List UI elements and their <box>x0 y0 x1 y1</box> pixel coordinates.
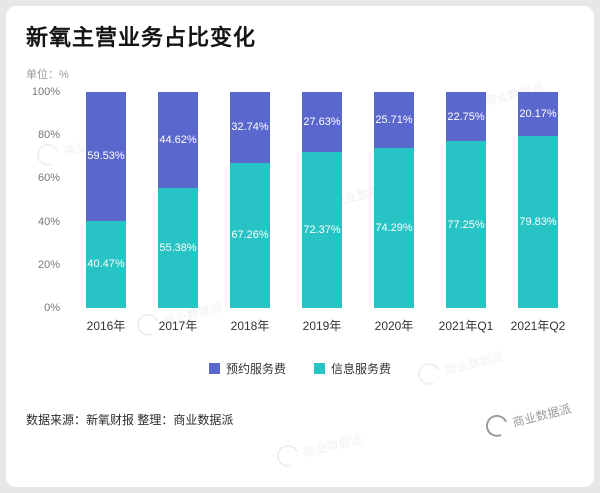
bar-segment: 59.53% <box>86 92 126 221</box>
legend-label: 预约服务费 <box>225 362 286 376</box>
legend-swatch <box>314 363 325 374</box>
bar-slot: 22.75% 77.25% <box>430 92 502 308</box>
y-axis-label: 20% <box>37 258 60 271</box>
watermark-text: 商业数据派 <box>301 431 364 460</box>
bar-slot: 44.62% 55.38% <box>142 92 214 308</box>
y-axis: 100% 80% 60% 40% 20% 0% <box>26 86 70 314</box>
chart-card: 新氧主营业务占比变化 单位：% 100% 80% 60% 40% 20% 0% 59.53… <box>6 6 594 487</box>
data-label: 40.47% <box>87 258 125 271</box>
y-axis-label: 60% <box>37 172 60 185</box>
bar-segment: 22.75% <box>446 92 486 142</box>
legend-item: 预约服务费 <box>208 360 286 377</box>
stacked-bar-chart: 100% 80% 60% 40% 20% 0% 59.53% 40.47% 44.62% 55.… <box>26 86 574 314</box>
x-axis-label: 2016年 <box>86 319 126 333</box>
data-label: 59.53% <box>87 150 125 163</box>
x-axis-label: 2017年 <box>158 319 198 333</box>
data-label: 27.63% <box>303 115 341 128</box>
data-label: 44.62% <box>159 134 197 147</box>
bar-segment: 77.25% <box>446 141 486 308</box>
y-axis-label: 80% <box>37 129 60 142</box>
stacked-bar: 59.53% 40.47% <box>86 92 126 308</box>
data-label: 74.29% <box>375 221 413 234</box>
bar-slot: 59.53% 40.47% <box>70 92 142 308</box>
bar-segment: 32.74% <box>230 92 270 163</box>
bar-segment: 27.63% <box>302 92 342 152</box>
stacked-bar: 22.75% 77.25% <box>446 92 486 308</box>
legend-swatch <box>208 363 220 374</box>
legend-label: 信息服务费 <box>331 362 392 376</box>
bar-segment: 25.71% <box>374 92 414 148</box>
stacked-bar: 25.71% 74.29% <box>374 92 414 308</box>
plot-area: 59.53% 40.47% 44.62% 55.38% 32.74% 67.26% 27.6… <box>70 92 574 308</box>
bar-slot: 25.71% 74.29% <box>358 92 430 308</box>
legend: 预约服务费 信息服务费 <box>26 360 574 377</box>
bar-segment: 74.29% <box>374 147 414 308</box>
data-label: 20.17% <box>519 107 557 120</box>
y-axis-label: 0% <box>44 302 60 314</box>
data-label: 55.38% <box>159 242 197 255</box>
bar-slot: 20.17% 79.83% <box>502 92 574 308</box>
stacked-bar: 32.74% 67.26% <box>230 92 270 308</box>
chart-title: 新氧主营业务占比变化 <box>26 25 257 50</box>
stacked-bar: 27.63% 72.37% <box>302 92 342 308</box>
bar-segment: 44.62% <box>158 92 198 189</box>
y-axis-label: 40% <box>37 215 60 228</box>
bar-slot: 27.63% 72.37% <box>286 92 358 308</box>
stacked-bar: 44.62% 55.38% <box>158 92 198 308</box>
x-axis-label: 2020年 <box>374 319 414 333</box>
x-axis-label: 2021年Q1 <box>438 319 494 333</box>
bar-segment: 72.37% <box>302 151 342 308</box>
bar-segment: 20.17% <box>518 92 558 136</box>
x-axis-label: 2019年 <box>302 319 342 333</box>
source-note: 数据来源：新氧财报 整理：商业数据派 <box>26 413 234 427</box>
x-axis-label: 2021年Q2 <box>510 319 566 333</box>
watermark-logo-icon <box>273 441 303 471</box>
data-label: 79.83% <box>519 215 557 228</box>
data-label: 25.71% <box>375 113 413 126</box>
data-label: 72.37% <box>303 223 341 236</box>
data-label: 77.25% <box>447 218 485 231</box>
x-axis: 2016年 2017年 2018年 2019年 2020年 2021年Q1 2021年Q2 <box>70 317 574 334</box>
data-label: 22.75% <box>447 110 485 123</box>
watermark: 商业数据派 <box>273 427 365 471</box>
legend-item: 信息服务费 <box>314 360 391 377</box>
bar-segment: 55.38% <box>158 188 198 308</box>
bar-segment: 79.83% <box>518 135 558 308</box>
bar-segment: 67.26% <box>230 162 270 308</box>
data-label: 67.26% <box>231 229 269 242</box>
x-axis-label: 2018年 <box>230 319 270 333</box>
y-axis-label: 100% <box>31 86 60 98</box>
data-label: 32.74% <box>231 121 269 134</box>
bar-segment: 40.47% <box>86 220 126 308</box>
stacked-bar: 20.17% 79.83% <box>518 92 558 308</box>
bar-slot: 32.74% 67.26% <box>214 92 286 308</box>
unit-label: 单位：% <box>26 69 69 81</box>
